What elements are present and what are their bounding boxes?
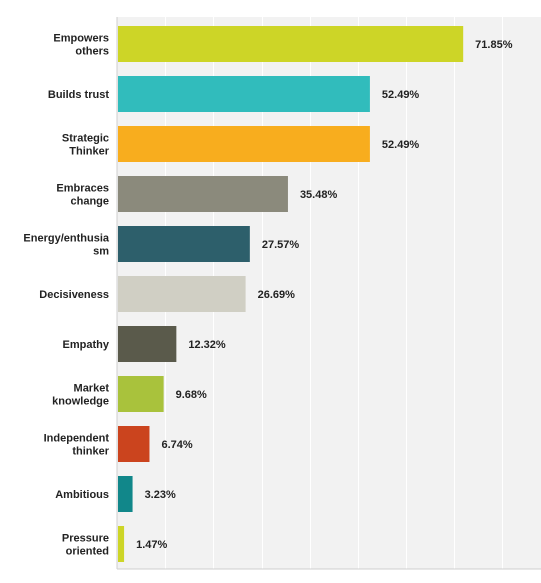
category-label: Decisiveness — [39, 289, 109, 301]
category-label: Embraces change — [56, 183, 109, 208]
bar — [118, 126, 370, 162]
bar — [118, 326, 177, 362]
bar — [118, 176, 288, 212]
bar-value-label: 27.57% — [262, 239, 300, 251]
bar-value-label: 9.68% — [176, 389, 207, 401]
bar-value-label: 71.85% — [475, 39, 513, 51]
category-label: Independent thinker — [44, 433, 110, 458]
bar — [118, 26, 464, 62]
bar-value-label: 1.47% — [136, 539, 167, 551]
category-label: Market knowledge — [52, 383, 109, 408]
bar-value-label: 52.49% — [382, 89, 420, 101]
bar — [118, 526, 125, 562]
bar — [118, 226, 250, 262]
category-label: Empathy — [63, 339, 110, 351]
bar — [118, 426, 150, 462]
bar-value-label: 35.48% — [300, 189, 338, 201]
bar-value-label: 12.32% — [188, 339, 226, 351]
bar-value-label: 52.49% — [382, 139, 420, 151]
bar-value-label: 3.23% — [145, 489, 176, 501]
category-label: Empowers others — [53, 33, 109, 58]
category-label: Builds trust — [48, 89, 109, 101]
category-label: Pressure oriented — [62, 533, 109, 558]
bars: 71.85% Empowers others 52.49% Builds trust 52… — [23, 26, 513, 562]
category-label: Strategic Thinker — [62, 133, 110, 158]
bar-value-label: 6.74% — [161, 439, 192, 451]
category-label: Ambitious — [55, 489, 109, 501]
bar-value-label: 26.69% — [258, 289, 296, 301]
bar — [118, 476, 133, 512]
category-label: Energy/enthusia sm — [23, 233, 109, 258]
bar — [118, 76, 370, 112]
bar — [118, 376, 164, 412]
bar — [118, 276, 246, 312]
